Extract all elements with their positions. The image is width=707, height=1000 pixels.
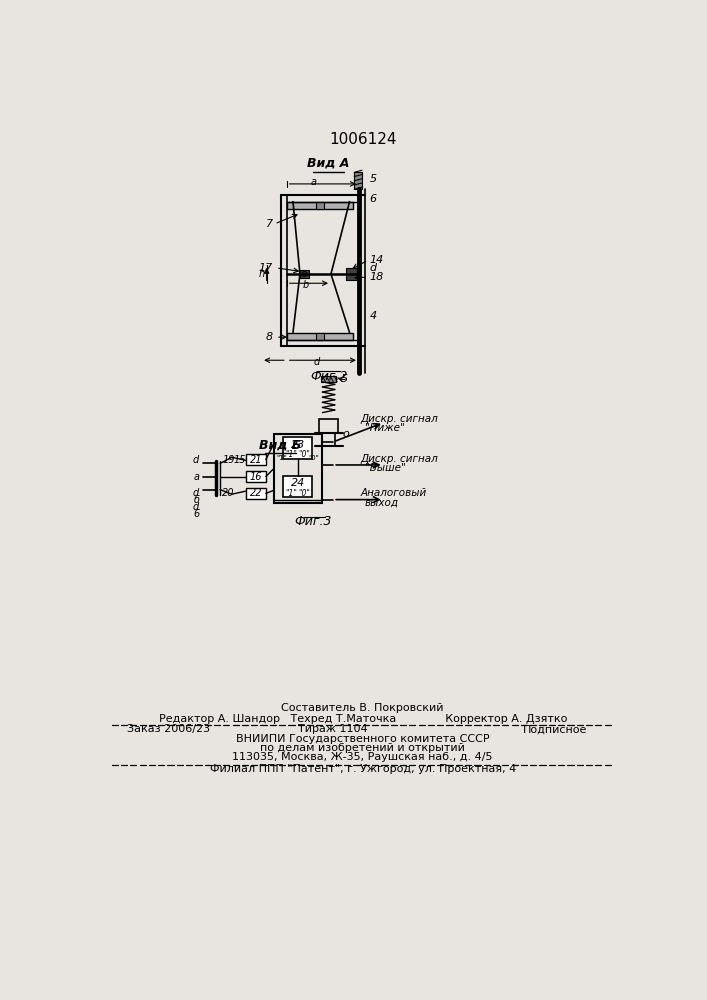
Text: Вид А: Вид А	[308, 157, 350, 170]
Text: Составитель В. Покровский: Составитель В. Покровский	[281, 703, 444, 713]
Text: d: d	[314, 357, 320, 367]
Text: a: a	[310, 177, 316, 187]
Bar	[316, 333, 324, 340]
Text: "1": "1"	[285, 489, 297, 498]
Text: 16: 16	[250, 472, 262, 482]
Text: Редактор А. Шандор   Техред Т.Маточка              Корректор А. Дзятко: Редактор А. Шандор Техред Т.Маточка Корр…	[158, 714, 567, 724]
Bar	[283, 476, 312, 497]
Text: Дискр. сигнал: Дискр. сигнал	[361, 414, 438, 424]
Text: 18: 18	[370, 272, 384, 282]
Text: d: d	[370, 263, 377, 273]
Bar	[346, 268, 357, 280]
Text: о: о	[343, 429, 349, 439]
Text: Аналоговый: Аналоговый	[361, 488, 426, 498]
Text: 8: 8	[266, 332, 273, 342]
Bar	[283, 437, 312, 459]
Bar	[274, 434, 322, 503]
Text: 15: 15	[233, 455, 246, 465]
Text: 7: 7	[266, 219, 273, 229]
Bar	[316, 202, 324, 209]
Text: d: d	[193, 502, 199, 512]
Text: "1": "1"	[276, 455, 286, 461]
Text: Заказ 2006/23: Заказ 2006/23	[127, 724, 210, 734]
Text: 20: 20	[223, 488, 235, 498]
Bar	[246, 488, 266, 499]
Text: "Выше": "Выше"	[365, 463, 406, 473]
Text: 5: 5	[341, 374, 348, 384]
Text: Тираж 1104: Тираж 1104	[298, 724, 367, 734]
Text: 113035, Москва, Ж-35, Раушская наб., д. 4/5: 113035, Москва, Ж-35, Раушская наб., д. …	[233, 752, 493, 762]
Bar	[321, 376, 337, 382]
Text: Филиал ППП "Патент", г. Ужгород, ул. Проектная, 4: Филиал ППП "Патент", г. Ужгород, ул. Про…	[209, 764, 516, 774]
Text: Фиг.2: Фиг.2	[310, 370, 347, 383]
Text: "0": "0"	[298, 489, 310, 498]
Text: а: а	[193, 472, 199, 482]
Text: h: h	[259, 269, 265, 279]
Bar	[320, 419, 338, 433]
Bar	[246, 471, 266, 482]
Text: 19: 19	[223, 455, 235, 465]
Text: 1006124: 1006124	[329, 132, 397, 147]
Text: б: б	[193, 495, 199, 505]
Bar	[287, 333, 353, 340]
Text: "1": "1"	[285, 450, 297, 459]
Text: 21: 21	[250, 455, 262, 465]
Bar	[300, 270, 309, 278]
Text: 17: 17	[259, 263, 273, 273]
Text: 5: 5	[370, 174, 377, 184]
Text: ВНИИПИ Государственного комитета СССР: ВНИИПИ Государственного комитета СССР	[236, 734, 489, 744]
Text: d: d	[193, 455, 199, 465]
Text: 4: 4	[370, 311, 377, 321]
Text: 23: 23	[291, 440, 305, 450]
Text: по делам изобретений и открытий: по делам изобретений и открытий	[260, 743, 465, 753]
Text: 24: 24	[291, 478, 305, 488]
Bar	[287, 202, 353, 209]
Text: "Ниже": "Ниже"	[365, 423, 405, 433]
Text: "0": "0"	[298, 450, 310, 459]
Text: Подписное: Подписное	[522, 724, 587, 734]
Text: "0": "0"	[308, 455, 320, 461]
Bar	[354, 172, 362, 189]
Text: 6: 6	[370, 194, 377, 204]
Text: b: b	[303, 280, 308, 290]
Text: Фиг.3: Фиг.3	[294, 515, 332, 528]
Text: 6: 6	[193, 509, 199, 519]
Text: Вид Б: Вид Б	[259, 438, 302, 451]
Text: выход: выход	[365, 498, 399, 508]
Text: 22: 22	[250, 488, 262, 498]
Text: 14: 14	[370, 255, 384, 265]
Bar	[246, 454, 266, 465]
Text: d: d	[193, 488, 199, 498]
Text: Дискр. сигнал: Дискр. сигнал	[361, 454, 438, 464]
